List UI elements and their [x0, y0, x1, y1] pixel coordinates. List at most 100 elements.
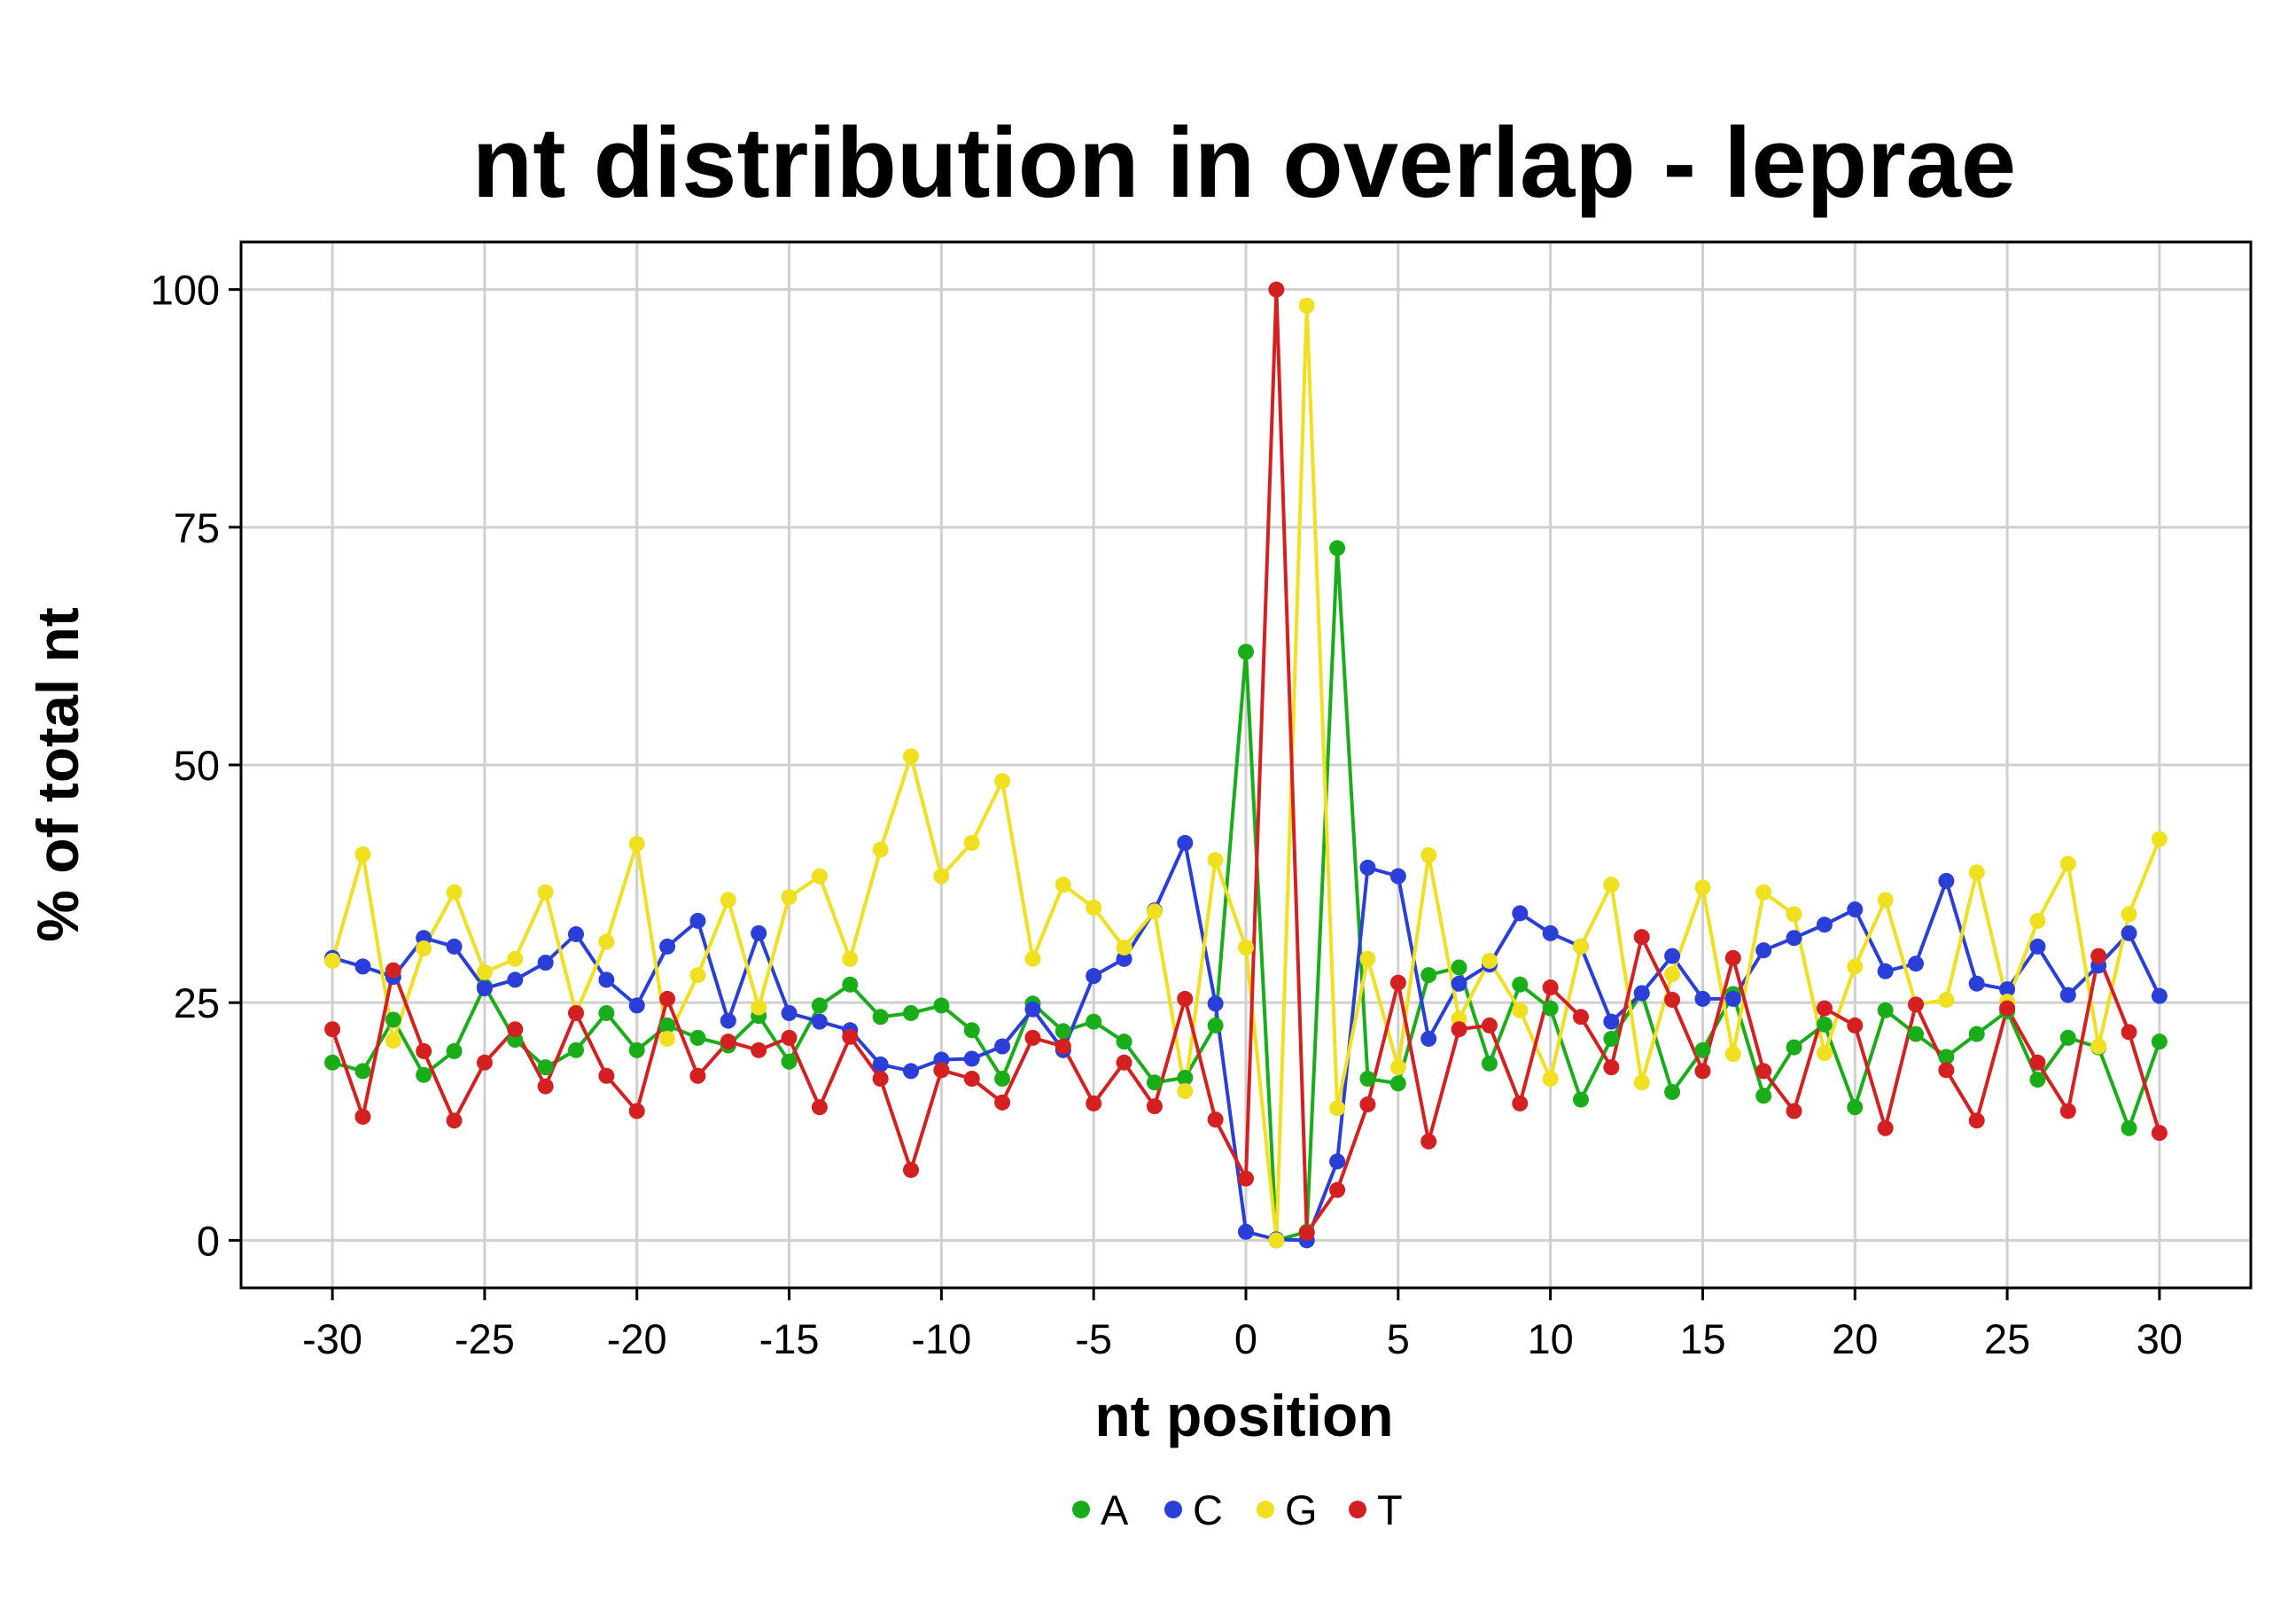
y-tick-label: 50 [174, 742, 220, 789]
data-point-T [568, 1004, 584, 1021]
data-point-A [354, 1063, 371, 1080]
data-point-T [994, 1094, 1011, 1111]
y-tick-label: 0 [197, 1217, 220, 1264]
data-point-C [1938, 872, 1955, 889]
data-point-A [2059, 1029, 2076, 1046]
data-point-C [1389, 868, 1406, 885]
data-point-C [1512, 905, 1529, 922]
data-point-A [1389, 1075, 1406, 1092]
data-point-G [2090, 1038, 2107, 1055]
data-point-A [1938, 1049, 1955, 1065]
data-point-T [507, 1021, 524, 1038]
data-point-C [1968, 975, 1985, 992]
data-point-A [1847, 1099, 1864, 1116]
data-point-C [507, 971, 524, 988]
data-point-T [1024, 1029, 1041, 1046]
data-point-G [1268, 1232, 1285, 1249]
x-tick-label: 30 [2136, 1315, 2183, 1362]
legend-label-A: A [1101, 1486, 1129, 1533]
data-point-A [933, 997, 950, 1014]
data-point-A [842, 976, 859, 993]
data-point-T [720, 1034, 736, 1050]
data-point-G [1755, 884, 1772, 901]
data-point-G [446, 884, 463, 901]
data-point-T [811, 1099, 828, 1116]
x-tick-label: 0 [1234, 1315, 1257, 1362]
data-point-T [1146, 1098, 1163, 1115]
data-point-A [628, 1041, 645, 1058]
data-point-C [872, 1056, 889, 1072]
x-tick-label: 15 [1679, 1315, 1725, 1362]
data-point-T [1238, 1170, 1254, 1187]
data-point-A [416, 1066, 432, 1083]
data-point-G [416, 940, 432, 957]
data-point-T [1968, 1112, 1985, 1129]
data-point-A [994, 1071, 1011, 1087]
data-point-T [354, 1108, 371, 1125]
legend-label-G: G [1285, 1486, 1318, 1533]
data-point-G [1024, 950, 1041, 967]
data-point-G [1146, 903, 1163, 920]
data-point-A [1055, 1023, 1071, 1040]
data-point-A [2029, 1072, 2046, 1088]
data-point-T [2059, 1103, 2076, 1119]
data-point-A [1481, 1055, 1498, 1072]
data-point-A [1238, 644, 1254, 660]
data-point-G [1298, 297, 1315, 314]
legend-marker-A [1072, 1501, 1090, 1518]
data-point-C [1329, 1153, 1346, 1170]
chart-title: nt distribution in overlap - leprae [472, 107, 2016, 218]
data-point-C [1238, 1223, 1254, 1240]
data-point-G [963, 834, 980, 851]
data-point-G [872, 841, 889, 858]
data-point-A [1451, 959, 1467, 976]
data-point-G [659, 1030, 676, 1047]
data-point-C [720, 1012, 736, 1029]
series-points [324, 281, 2168, 1249]
data-point-T [1268, 281, 1285, 298]
data-point-A [537, 1059, 554, 1076]
data-point-G [1664, 966, 1681, 982]
data-point-A [1512, 976, 1529, 993]
data-point-G [720, 892, 736, 909]
data-point-C [2029, 938, 2046, 955]
data-point-G [1116, 939, 1132, 956]
data-point-A [1177, 1069, 1194, 1086]
data-point-G [1389, 1059, 1406, 1076]
data-point-C [354, 958, 371, 975]
data-point-T [781, 1029, 798, 1046]
data-point-A [1116, 1034, 1132, 1050]
data-point-C [1786, 930, 1802, 947]
data-point-T [1359, 1096, 1376, 1112]
data-point-G [1877, 892, 1894, 909]
data-point-A [1908, 1026, 1924, 1042]
data-point-G [598, 933, 615, 950]
data-point-C [1816, 916, 1833, 933]
data-point-G [628, 836, 645, 853]
data-point-G [1968, 864, 1985, 881]
data-point-G [811, 868, 828, 885]
data-point-G [1786, 906, 1802, 923]
data-point-G [324, 952, 341, 969]
x-tick-label: 5 [1387, 1315, 1410, 1362]
data-point-A [811, 997, 828, 1014]
data-point-A [963, 1022, 980, 1039]
x-axis: -30 -25 -20 -15 -10 -5 0 5 10 15 20 25 30 [302, 1288, 2183, 1362]
data-point-C [2059, 987, 2076, 1003]
data-point-T [2121, 1024, 2137, 1041]
data-point-A [2151, 1034, 2168, 1050]
data-point-A [1877, 1002, 1894, 1018]
data-point-T [324, 1021, 341, 1038]
data-point-C [1724, 990, 1741, 1007]
grid-lines [241, 242, 2251, 1288]
data-point-A [1146, 1074, 1163, 1091]
data-point-T [933, 1062, 950, 1079]
data-point-G [781, 889, 798, 906]
data-point-C [781, 1004, 798, 1021]
data-point-T [1664, 991, 1681, 1008]
data-point-A [1694, 1041, 1711, 1058]
data-point-G [1481, 952, 1498, 969]
data-point-T [2029, 1054, 2046, 1071]
x-tick-label: -10 [911, 1315, 971, 1362]
